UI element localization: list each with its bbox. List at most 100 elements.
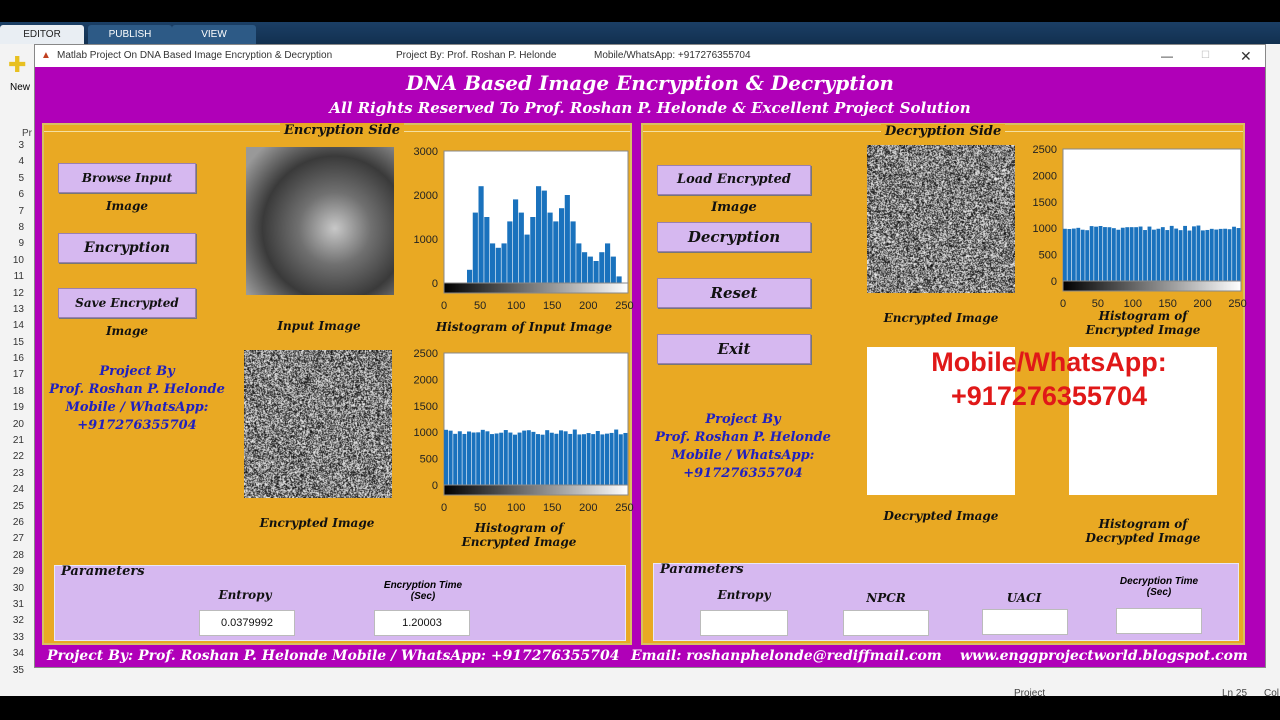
line-number: 33 [0, 632, 34, 648]
tab-view[interactable]: VIEW [172, 25, 256, 44]
line-number: 13 [0, 304, 34, 320]
histogram-bar [568, 434, 572, 485]
histogram-bar [472, 433, 476, 485]
line-number: 26 [0, 517, 34, 533]
status-line: Ln 25 [1222, 688, 1247, 699]
histogram-bar [473, 213, 478, 283]
y-tick-label: 2500 [414, 348, 438, 360]
histogram-bar [1183, 226, 1187, 281]
y-tick-label: 0 [1051, 276, 1057, 288]
new-button[interactable]: New [10, 82, 30, 93]
histogram-bar [610, 433, 614, 485]
line-number: 35 [0, 665, 34, 681]
histogram-bar [536, 186, 541, 283]
histogram-svg: 01000200030000 50 100 150 200 250 [394, 143, 634, 323]
histogram-bar [479, 186, 484, 283]
footer-mobile: Mobile / WhatsApp: +917276355704 [332, 648, 619, 664]
line-number: 32 [0, 615, 34, 631]
line-number: 24 [0, 484, 34, 500]
histogram-bar [522, 431, 526, 485]
encrypted-image-label-decryption: Encrypted Image [867, 311, 1015, 325]
npcr-label: NPCR [836, 591, 936, 605]
histogram-bar [617, 276, 622, 283]
uaci-field[interactable] [982, 609, 1068, 635]
histogram-bar [449, 431, 453, 485]
histogram-bar [518, 433, 522, 485]
matlab-icon: ▲ [41, 45, 51, 67]
histogram-bar [1108, 227, 1112, 281]
histogram-bar [496, 248, 501, 283]
new-plus-icon[interactable]: ✚ [8, 52, 26, 78]
histogram-bar [1237, 228, 1241, 281]
npcr-field[interactable] [843, 610, 929, 636]
exit-button[interactable]: Exit [657, 334, 811, 364]
footer-email[interactable]: Email: roshanphelonde@rediffmail.com [631, 648, 942, 664]
x-tick-label: 250 [615, 300, 633, 312]
histogram-bar [1099, 226, 1103, 281]
mobile-label: Mobile / WhatsApp: [44, 399, 230, 417]
histogram-bar [531, 432, 535, 485]
close-button[interactable]: ✕ [1240, 45, 1252, 67]
browse-input-image-button[interactable]: Browse Input Image [58, 163, 196, 193]
x-tick-label: 0 [1060, 298, 1066, 310]
watermark-line1: Mobile/WhatsApp: [879, 345, 1219, 379]
file-tab[interactable]: Pr [22, 128, 32, 139]
tab-editor[interactable]: EDITOR [0, 25, 84, 44]
histogram-bar [605, 243, 610, 283]
histogram-bar [582, 434, 586, 485]
encryption-button[interactable]: Encryption [58, 233, 196, 263]
line-number: 27 [0, 533, 34, 549]
parameters-title: Parameters [656, 562, 748, 577]
mobile-number: +917276355704 [643, 465, 843, 483]
save-encrypted-image-button[interactable]: Save Encrypted Image [58, 288, 196, 318]
x-tick-label: 0 [441, 502, 447, 514]
encrypted-histogram-label-decryption: Histogram of Encrypted Image [1073, 309, 1213, 337]
line-number: 21 [0, 435, 34, 451]
minimize-button[interactable]: — [1161, 45, 1173, 67]
entropy-field[interactable] [700, 610, 788, 636]
tab-publish[interactable]: PUBLISH [88, 25, 172, 44]
gui-window: ▲ Matlab Project On DNA Based Image Encr… [34, 44, 1266, 668]
histogram-bar [1152, 230, 1156, 281]
decryption-button[interactable]: Decryption [657, 222, 811, 252]
histogram-bar [545, 430, 549, 485]
entropy-field[interactable]: 0.0379992 [199, 610, 295, 636]
mobile-label: Mobile / WhatsApp: [643, 447, 843, 465]
histogram-bar [467, 431, 471, 485]
histogram-bar [1210, 229, 1214, 281]
encryption-parameters: Parameters Entropy 0.0379992 Encryption … [54, 565, 626, 641]
histogram-bar [1214, 230, 1218, 281]
x-tick-label: 150 [543, 300, 561, 312]
histogram-bar [513, 435, 517, 485]
histogram-bar [553, 221, 558, 283]
decryption-time-field[interactable] [1116, 608, 1202, 634]
y-tick-label: 1000 [414, 427, 438, 439]
histogram-bar [587, 433, 591, 485]
histogram-bar [508, 433, 512, 485]
histogram-svg: 050010001500200025000 50 100 150 200 250 [394, 345, 634, 525]
histogram-bar [490, 243, 495, 283]
line-number: 28 [0, 550, 34, 566]
ide-toolstrip: EDITOR PUBLISH VIEW [0, 22, 1280, 44]
histogram-bar [596, 431, 600, 485]
encryption-panel-title: Encryption Side [280, 123, 404, 138]
encryption-time-field[interactable]: 1.20003 [374, 610, 470, 636]
histogram-bar [1179, 230, 1183, 281]
app-title: DNA Based Image Encryption & Decryption [35, 71, 1265, 95]
footer-website[interactable]: www.enggprojectworld.blogspot.com [960, 648, 1248, 664]
maximize-button[interactable]: ☐ [1201, 45, 1210, 67]
histogram-bar [1232, 227, 1236, 281]
x-tick-label: 50 [474, 300, 486, 312]
load-encrypted-image-button[interactable]: Load Encrypted Image [657, 165, 811, 195]
encryption-time-label: Encryption Time (Sec) [375, 580, 471, 602]
histogram-bar [484, 217, 489, 283]
histogram-bar [1143, 230, 1147, 281]
histogram-bar [1090, 226, 1094, 281]
histogram-bar [504, 430, 508, 485]
app-subtitle: All Rights Reserved To Prof. Roshan P. H… [35, 99, 1265, 117]
histogram-bar [1188, 231, 1192, 281]
line-number: 12 [0, 288, 34, 304]
colorbar [1063, 281, 1241, 291]
reset-button[interactable]: Reset [657, 278, 811, 308]
y-tick-label: 1000 [414, 234, 438, 246]
